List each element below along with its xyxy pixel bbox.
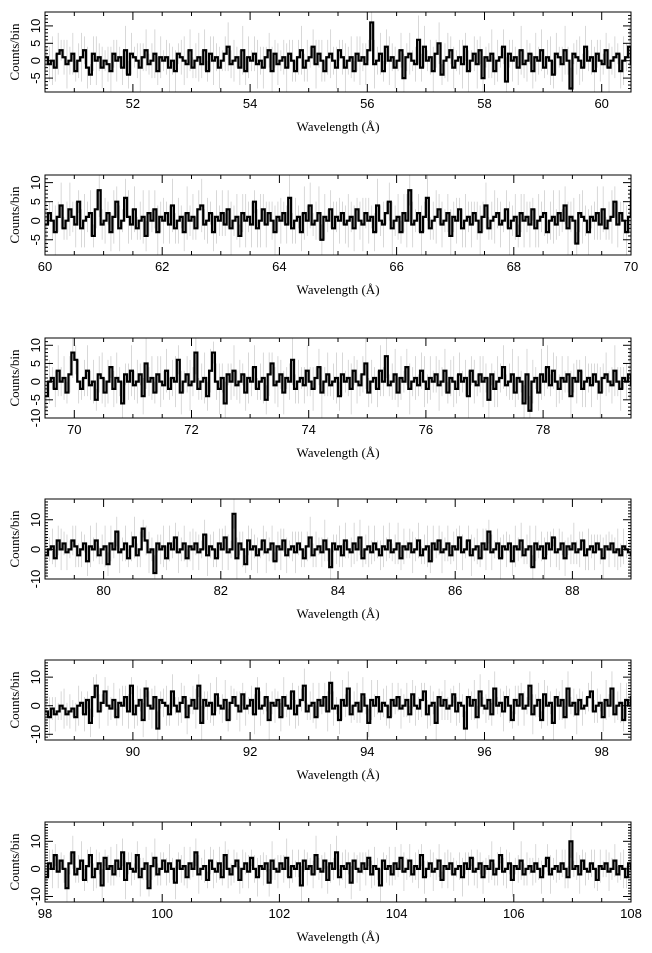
y-tick-label: 10 <box>28 670 43 684</box>
x-tick-label: 78 <box>536 422 550 437</box>
spectrum-histogram-line <box>45 840 631 890</box>
y-tick-label: 10 <box>28 513 43 527</box>
y-tick-label: 5 <box>28 360 43 367</box>
y-tick-label: 5 <box>28 198 43 205</box>
y-tick-label: -5 <box>28 394 43 406</box>
x-tick-label: 100 <box>151 906 173 921</box>
plot-area <box>45 338 631 418</box>
y-tick-label: 10 <box>28 834 43 848</box>
x-tick-label: 58 <box>477 96 491 111</box>
x-tick-label: 108 <box>620 906 642 921</box>
y-tick-label: -10 <box>28 725 43 744</box>
panel-4: 80 82 84 86 88 -10 0 10 Wavelength (Å) Counts/bin <box>7 498 632 621</box>
plot-area <box>45 175 631 255</box>
panel-5: 90 92 94 96 98 -10 0 10 Wavelength (Å) Counts/bin <box>7 659 632 782</box>
x-tick-label: 84 <box>331 583 345 598</box>
x-tick-label: 82 <box>214 583 228 598</box>
spectrum-histogram-line <box>45 681 631 730</box>
x-tick-label: 92 <box>243 744 257 759</box>
y-axis-title: Counts/bin <box>7 23 22 81</box>
plot-area <box>45 824 631 902</box>
y-tick-label: 0 <box>28 865 43 872</box>
x-tick-label: 70 <box>67 422 81 437</box>
panel-3: 70 72 74 76 78 -10 -5 0 5 10 Wavelength (Å) Counts/… <box>7 337 632 460</box>
y-tick-label: -10 <box>28 887 43 906</box>
y-tick-label: 0 <box>28 702 43 709</box>
x-tick-label: 56 <box>360 96 374 111</box>
y-tick-label: 5 <box>28 40 43 47</box>
x-axis-title: Wavelength (Å) <box>296 119 379 134</box>
x-tick-label: 72 <box>184 422 198 437</box>
x-tick-label: 80 <box>96 583 110 598</box>
x-tick-label: 70 <box>624 259 638 274</box>
y-tick-label: -10 <box>28 409 43 428</box>
x-tick-label: 60 <box>594 96 608 111</box>
panel-2: 60 62 64 66 68 70 -5 0 5 10 Wavelength (Å) Counts/b… <box>7 174 638 297</box>
plot-area <box>45 668 631 740</box>
spectrum-histogram-line <box>45 351 631 412</box>
x-tick-label: 68 <box>507 259 521 274</box>
plot-area <box>45 499 631 579</box>
x-tick-label: 76 <box>419 422 433 437</box>
x-tick-label: 60 <box>38 259 52 274</box>
y-tick-label: 10 <box>28 19 43 33</box>
y-tick-label: 0 <box>28 378 43 385</box>
y-axis-title: Counts/bin <box>7 349 22 407</box>
y-axis-title: Counts/bin <box>7 510 22 568</box>
y-axis-title: Counts/bin <box>7 186 22 244</box>
x-tick-label: 104 <box>386 906 408 921</box>
y-tick-label: 10 <box>28 338 43 352</box>
x-tick-label: 88 <box>565 583 579 598</box>
x-tick-label: 96 <box>477 744 491 759</box>
y-axis-title: Counts/bin <box>7 671 22 729</box>
y-tick-label: -10 <box>28 570 43 589</box>
spectrum-histogram-line <box>45 21 631 90</box>
plot-area <box>45 12 631 92</box>
panel-6: 98 100 102 104 106 108 -10 0 10 Wavelength (Å) Cou… <box>7 821 642 944</box>
x-tick-label: 64 <box>272 259 286 274</box>
panel-1: 52 54 56 58 60 -5 0 5 10 Wavelength (Å) Counts/bin <box>7 11 632 134</box>
x-tick-label: 74 <box>301 422 315 437</box>
x-axis-title: Wavelength (Å) <box>296 282 379 297</box>
y-tick-label: 10 <box>28 175 43 189</box>
y-tick-label: 0 <box>28 546 43 553</box>
x-tick-label: 98 <box>38 906 52 921</box>
x-tick-label: 62 <box>155 259 169 274</box>
x-tick-label: 86 <box>448 583 462 598</box>
x-axis-title: Wavelength (Å) <box>296 606 379 621</box>
x-tick-label: 94 <box>360 744 374 759</box>
y-tick-label: -5 <box>28 234 43 246</box>
y-tick-label: 0 <box>28 57 43 64</box>
x-tick-label: 106 <box>503 906 525 921</box>
x-tick-label: 98 <box>594 744 608 759</box>
y-tick-label: -5 <box>28 72 43 84</box>
spectrum-histogram-line <box>45 512 631 575</box>
x-axis-title: Wavelength (Å) <box>296 767 379 782</box>
y-axis-title: Counts/bin <box>7 833 22 891</box>
x-tick-label: 90 <box>126 744 140 759</box>
x-tick-label: 54 <box>243 96 257 111</box>
y-tick-label: 0 <box>28 217 43 224</box>
x-tick-label: 66 <box>389 259 403 274</box>
spectrum-histogram-line <box>45 189 631 245</box>
x-tick-label: 52 <box>126 96 140 111</box>
x-axis-title: Wavelength (Å) <box>296 929 379 944</box>
x-axis-title: Wavelength (Å) <box>296 445 379 460</box>
x-tick-label: 102 <box>269 906 291 921</box>
